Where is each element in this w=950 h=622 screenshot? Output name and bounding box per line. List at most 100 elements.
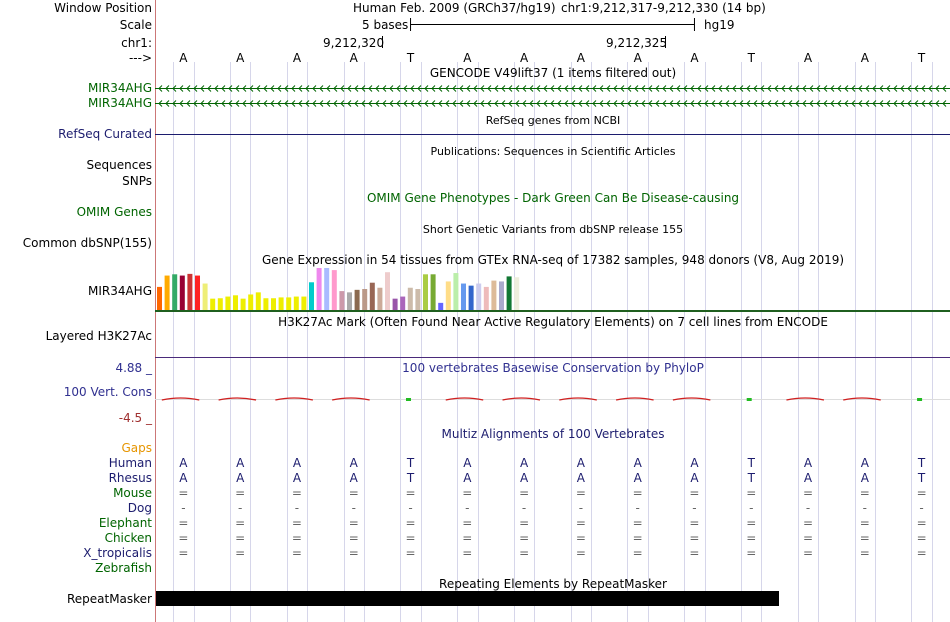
multiz-species-label[interactable]: X_tropicalis: [83, 546, 152, 560]
multiz-base: =: [746, 516, 757, 530]
gencode-item-label[interactable]: MIR34AHG: [87, 81, 152, 95]
multiz-base: =: [689, 486, 700, 500]
multiz-species-label[interactable]: Elephant: [98, 516, 152, 530]
multiz-base: =: [462, 516, 473, 530]
multiz-base: =: [916, 546, 927, 560]
multiz-base: =: [348, 486, 359, 500]
multiz-species-label[interactable]: Zebrafish: [95, 561, 152, 575]
dbsnp-track-title[interactable]: Short Genetic Variants from dbSNP releas…: [422, 223, 684, 236]
multiz-base: A: [633, 456, 642, 470]
multiz-base: =: [746, 546, 757, 560]
gtex-tissue-bar: [468, 285, 474, 310]
gtex-tissue-bar: [453, 273, 459, 310]
phylop-score-curve: [161, 397, 200, 401]
gtex-tissue-bar: [354, 289, 360, 310]
base-letter: A: [463, 51, 472, 65]
coord-right: 9,212,325: [606, 36, 668, 50]
gtex-tissue-bar: [157, 286, 162, 310]
refseq-track-title[interactable]: RefSeq genes from NCBI: [485, 114, 621, 127]
multiz-base: A: [349, 471, 358, 485]
multiz-species-label[interactable]: Dog: [127, 501, 152, 515]
base-letter: A: [349, 51, 358, 65]
multiz-base: =: [575, 531, 586, 545]
repeatmasker-track-title[interactable]: Repeating Elements by RepeatMasker: [439, 577, 667, 591]
gtex-tissue-bar: [362, 289, 368, 310]
publications-track-label[interactable]: Sequences: [86, 158, 152, 172]
gencode-track-title[interactable]: GENCODE V49lift37 (1 items filtered out): [429, 66, 677, 80]
gtex-tissue-bar: [210, 298, 216, 310]
refseq-track-label[interactable]: RefSeq Curated: [58, 127, 152, 141]
gtex-tissue-bar: [195, 275, 200, 310]
base-letter: A: [519, 51, 529, 65]
multiz-base: =: [803, 486, 814, 500]
gtex-tissue-bar: [255, 292, 261, 310]
base-letter: T: [917, 51, 926, 65]
multiz-base: A: [690, 471, 699, 485]
gene-strand-arrow: [158, 85, 947, 92]
multiz-species-label[interactable]: Chicken: [104, 531, 152, 545]
gene-strand-arrow: [158, 100, 947, 107]
gtex-tissue-bar: [438, 302, 444, 310]
multiz-base: -: [805, 501, 811, 515]
coord-left: 9,212,320: [323, 36, 385, 50]
gtex-tissue-bar: [461, 283, 466, 310]
gaps-track-label[interactable]: Gaps: [121, 441, 152, 455]
phylop-positive-mark: [917, 398, 923, 401]
multiz-base: =: [519, 531, 530, 545]
multiz-base: =: [746, 531, 757, 545]
gtex-tissue-bar: [499, 281, 504, 310]
snps-track-label[interactable]: SNPs: [122, 174, 152, 188]
repeatmasker-track-label[interactable]: RepeatMasker: [66, 592, 152, 606]
gtex-tissue-bar: [202, 283, 208, 310]
phylop-score-curve: [502, 397, 541, 401]
multiz-base: =: [235, 531, 246, 545]
strand-label: --->: [128, 51, 152, 65]
phylop-score-curve: [275, 397, 313, 401]
multiz-base: =: [405, 486, 416, 500]
omim-track-title[interactable]: OMIM Gene Phenotypes - Dark Green Can Be…: [366, 191, 740, 205]
h3k27ac-track-label[interactable]: Layered H3K27Ac: [45, 329, 152, 343]
multiz-species-label[interactable]: Rhesus: [108, 471, 152, 485]
phylop-track-label[interactable]: 100 Vert. Cons: [63, 385, 152, 399]
base-letter: A: [633, 51, 642, 65]
dbsnp-track-label[interactable]: Common dbSNP(155): [22, 236, 152, 250]
multiz-base: =: [916, 516, 927, 530]
multiz-base: A: [236, 471, 245, 485]
gtex-tissue-bar: [301, 296, 307, 310]
gtex-tissue-bar: [476, 283, 482, 310]
gtex-tissue-bar: [187, 273, 193, 310]
multiz-track-title[interactable]: Multiz Alignments of 100 Vertebrates: [441, 427, 665, 441]
multiz-base: =: [348, 516, 359, 530]
gencode-item-label[interactable]: MIR34AHG: [87, 96, 152, 110]
multiz-base: A: [803, 456, 813, 470]
base-letter: A: [179, 51, 188, 65]
gtex-tissue-bar: [347, 292, 352, 310]
base-letter: A: [292, 51, 302, 65]
gtex-tissue-bar: [483, 286, 489, 310]
multiz-base: T: [406, 456, 415, 470]
multiz-base: =: [689, 516, 700, 530]
omim-track-label[interactable]: OMIM Genes: [76, 205, 152, 219]
gtex-gene-label[interactable]: MIR34AHG: [87, 284, 152, 298]
h3k27ac-track-title[interactable]: H3K27Ac Mark (Often Found Near Active Re…: [278, 315, 828, 329]
multiz-base: =: [405, 531, 416, 545]
publications-track-title[interactable]: Publications: Sequences in Scientific Ar…: [430, 145, 676, 158]
multiz-base: =: [462, 546, 473, 560]
multiz-base: =: [235, 546, 246, 560]
multiz-base: =: [803, 546, 814, 560]
base-letter: A: [576, 51, 585, 65]
multiz-base: A: [633, 471, 642, 485]
scale-db: hg19: [704, 18, 735, 32]
gtex-track-title[interactable]: Gene Expression in 54 tissues from GTEx …: [261, 253, 845, 267]
multiz-base: -: [294, 501, 300, 515]
position-text[interactable]: chr1:9,212,317-9,212,330 (14 bp): [561, 1, 766, 15]
multiz-base: =: [178, 516, 189, 530]
multiz-base: =: [689, 531, 700, 545]
phylop-score-curve: [786, 397, 825, 401]
multiz-base: =: [575, 486, 586, 500]
multiz-species-label[interactable]: Mouse: [113, 486, 152, 500]
multiz-species-label[interactable]: Human: [108, 456, 152, 470]
phylop-track-title[interactable]: 100 vertebrates Basewise Conservation by…: [402, 361, 704, 375]
multiz-base: =: [519, 486, 530, 500]
phylop-min-label: -4.5 _: [118, 411, 152, 425]
